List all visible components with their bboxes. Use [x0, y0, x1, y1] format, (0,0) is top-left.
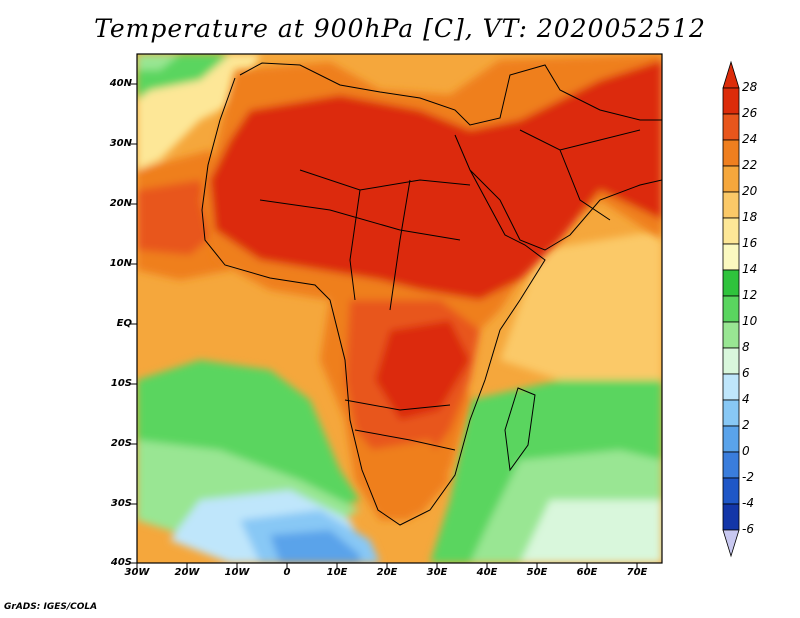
colorbar-top-arrow — [722, 60, 740, 89]
colorbar-label: -6 — [742, 522, 754, 536]
lon-label-30e: 30E — [426, 567, 448, 578]
colorbar-label: 0 — [742, 444, 750, 458]
colorbar — [722, 60, 740, 558]
lat-label-10n: 10N — [109, 258, 132, 269]
colorbar-bottom-arrow — [722, 529, 740, 558]
colorbar-label: 8 — [742, 340, 750, 354]
lon-label-50e: 50E — [526, 567, 548, 578]
colorbar-label: 28 — [742, 80, 758, 94]
lon-label-10w: 10W — [224, 567, 250, 578]
lat-label-10s: 10S — [110, 378, 132, 389]
lon-label-30w: 30W — [124, 567, 150, 578]
lon-label-70e: 70E — [626, 567, 648, 578]
colorbar-label: 16 — [742, 236, 758, 250]
colorbar-label: 20 — [742, 184, 758, 198]
colorbar-label: -2 — [742, 470, 754, 484]
temperature-field — [137, 54, 662, 563]
map-title: Temperature at 900hPa [C], VT: 202005251… — [94, 14, 706, 43]
footer-credit: GrADS: IGES/COLA — [4, 602, 98, 612]
lon-label-20w: 20W — [174, 567, 200, 578]
lat-label-20n: 20N — [109, 198, 132, 209]
lat-label-30n: 30N — [109, 138, 132, 149]
lon-label-20e: 20E — [376, 567, 398, 578]
lon-label-60e: 60E — [576, 567, 598, 578]
colorbar-label: 18 — [742, 210, 758, 224]
colorbar-label: 24 — [742, 132, 758, 146]
colorbar-label: 14 — [742, 262, 758, 276]
lon-label-10e: 10E — [326, 567, 348, 578]
colorbar-label: 12 — [742, 288, 758, 302]
colorbar-label: 2 — [742, 418, 750, 432]
lon-label-40e: 40E — [476, 567, 498, 578]
lat-label-40s: 40S — [110, 557, 132, 568]
axis-ticks — [131, 83, 638, 569]
colorbar-label: 26 — [742, 106, 758, 120]
colorbar-label: 22 — [742, 158, 758, 172]
lat-label-eq: EQ — [116, 318, 132, 329]
colorbar-label: 6 — [742, 366, 750, 380]
lat-label-30s: 30S — [110, 498, 132, 509]
map-frame — [136, 53, 663, 564]
colorbar-label: -4 — [742, 496, 754, 510]
colorbar-label: 4 — [742, 392, 750, 406]
lat-label-40n: 40N — [109, 78, 132, 89]
lon-label-0: 0 — [283, 567, 291, 578]
colorbar-label: 10 — [742, 314, 758, 328]
lat-label-20s: 20S — [110, 438, 132, 449]
